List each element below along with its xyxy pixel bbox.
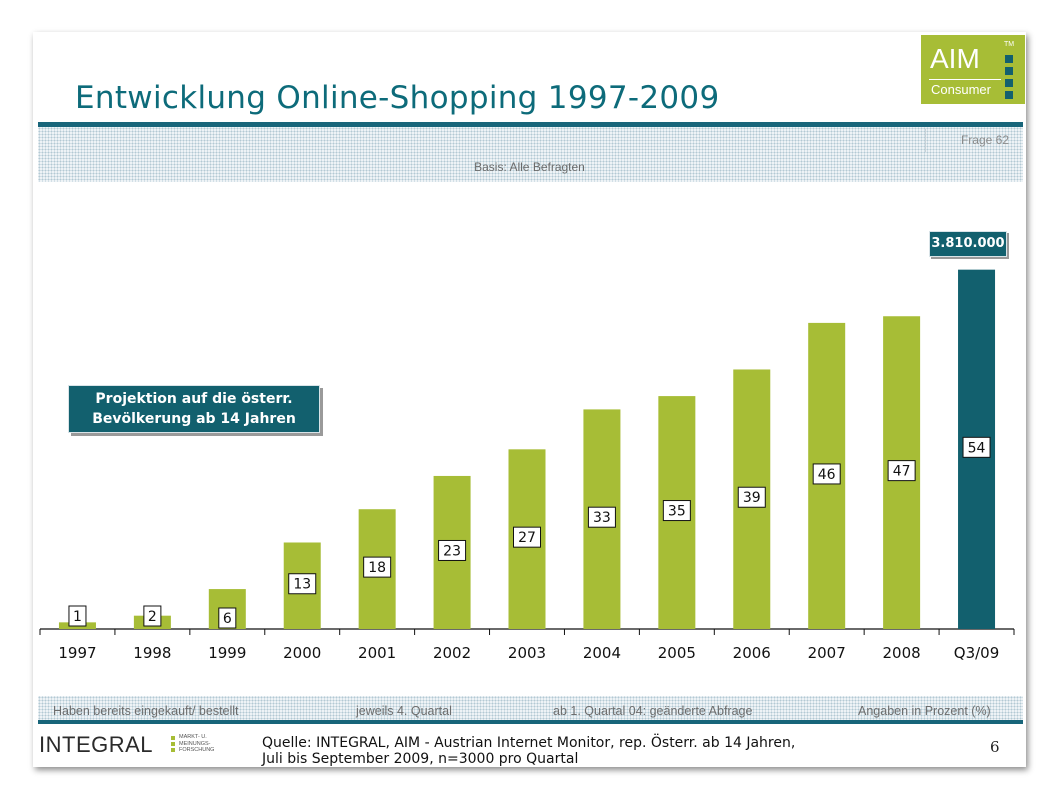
- data-label: 18: [368, 560, 386, 576]
- logo-sub-text: Consumer: [931, 82, 991, 97]
- data-label: 1: [73, 609, 82, 625]
- data-label: 46: [818, 467, 836, 483]
- x-tick-label: 2008: [883, 644, 921, 662]
- basis-text: Basis: Alle Befragten: [474, 160, 585, 174]
- logo-square: [1005, 67, 1013, 75]
- logo-square: [1005, 79, 1013, 87]
- data-label: 2: [148, 609, 157, 625]
- x-tick-label: 2006: [733, 644, 771, 662]
- data-label: 13: [293, 577, 311, 593]
- data-label-box: [887, 460, 916, 482]
- header-band: [38, 127, 1023, 182]
- bar-chart: 1 1997 2 1998 6 1999 13 2000 18 2001 23 2002 27 2003 3…: [39, 269, 1015, 662]
- logo-square: [1005, 55, 1013, 63]
- x-tick-label: 2005: [658, 644, 696, 662]
- integral-logo-subtext: MARKT- U. MEINUNGS- FORSCHUNG: [179, 734, 215, 753]
- data-label-box: [962, 436, 991, 458]
- x-tick-label: 1999: [208, 644, 246, 662]
- population-callout: 3.810.000: [929, 231, 1007, 257]
- data-label: 33: [593, 510, 611, 526]
- data-label: 6: [223, 611, 232, 627]
- data-label: 35: [668, 504, 686, 520]
- logo-rule: [929, 79, 1001, 80]
- footer-label-3: ab 1. Quartal 04: geänderte Abfrage: [553, 704, 753, 718]
- logo-main-text: AIM: [930, 43, 980, 74]
- data-label: 23: [443, 543, 461, 559]
- source-line-1: Quelle: INTEGRAL, AIM - Austrian Interne…: [262, 735, 796, 751]
- projection-line-1: Projektion auf die österr.: [95, 391, 293, 407]
- footer-label-2: jeweils 4. Quartal: [356, 704, 452, 718]
- x-tick-label: 2000: [283, 644, 321, 662]
- integral-logo: INTEGRAL: [39, 732, 154, 757]
- source-note: Quelle: INTEGRAL, AIM - Austrian Interne…: [262, 735, 795, 767]
- data-label: 47: [893, 464, 911, 480]
- data-label: 54: [968, 440, 986, 456]
- footer-rule: [38, 720, 1023, 724]
- source-line-2: Juli bis September 2009, n=3000 pro Quar…: [262, 751, 579, 767]
- data-label-box: [218, 607, 237, 629]
- footer-label-1: Haben bereits eingekauft/ bestellt: [53, 704, 239, 718]
- footer-band: [38, 696, 1023, 720]
- header-rule: [38, 122, 1023, 127]
- x-tick-label: 2004: [583, 644, 621, 662]
- page-title: Entwicklung Online-Shopping 1997-2009: [75, 80, 720, 116]
- data-label-box: [662, 500, 691, 522]
- x-tick-label: 1997: [58, 644, 96, 662]
- data-label-box: [513, 526, 541, 548]
- slide: Entwicklung Online-Shopping 1997-2009 AI…: [33, 32, 1026, 767]
- page-number: 6: [990, 738, 1000, 756]
- projection-box: Projektion auf die österr. Bevölkerung a…: [68, 385, 320, 433]
- question-number: Frage 62: [960, 133, 1009, 147]
- x-tick-label: Q3/09: [954, 644, 1000, 662]
- data-label-box: [68, 605, 87, 627]
- projection-line-2: Bevölkerung ab 14 Jahren: [92, 411, 296, 427]
- data-label-box: [288, 573, 317, 595]
- x-tick-label: 1998: [133, 644, 171, 662]
- footer-label-4: Angaben in Prozent (%): [858, 704, 991, 718]
- data-label-box: [737, 486, 766, 508]
- integral-logo-marks: [171, 736, 175, 754]
- aim-consumer-logo: AIM TM Consumer: [921, 35, 1025, 104]
- x-tick-label: 2007: [808, 644, 846, 662]
- x-tick-label: 2002: [433, 644, 471, 662]
- data-label-box: [587, 506, 616, 528]
- data-label-box: [812, 463, 841, 485]
- data-label: 39: [743, 490, 761, 506]
- data-label-box: [438, 539, 467, 561]
- data-label-box: [143, 605, 162, 627]
- data-label-box: [363, 556, 392, 578]
- logo-square: [1005, 91, 1013, 99]
- frage-separator: [925, 129, 926, 152]
- x-tick-label: 2001: [358, 644, 396, 662]
- logo-trademark: TM: [1004, 41, 1015, 48]
- x-tick-label: 2003: [508, 644, 546, 662]
- data-label: 27: [518, 530, 536, 546]
